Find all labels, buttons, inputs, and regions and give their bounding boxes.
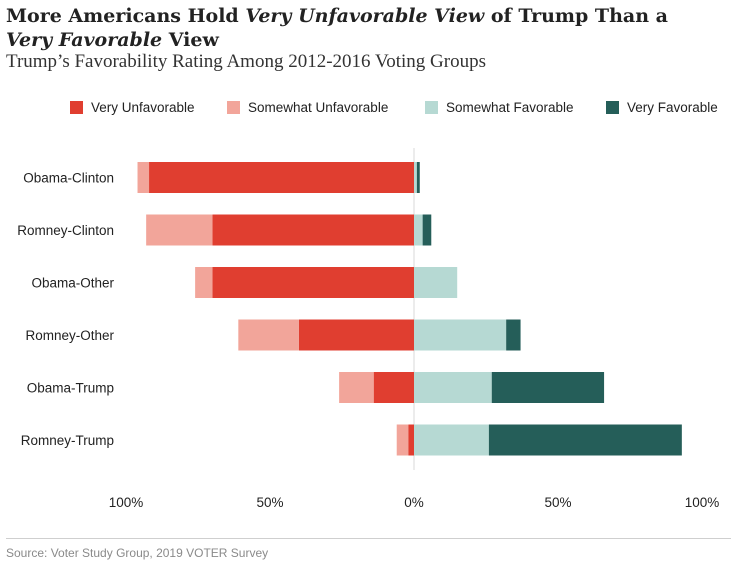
x-tick-label: 0% — [404, 495, 424, 510]
chart-title: More Americans Hold Very Unfavorable Vie… — [6, 4, 706, 52]
legend-item-somewhat-favorable: Somewhat Favorable — [425, 100, 574, 115]
bar-segment — [414, 424, 489, 456]
legend-label: Very Unfavorable — [91, 100, 195, 115]
category-label: Obama-Other — [31, 276, 114, 291]
x-tick-label: 50% — [256, 495, 283, 510]
source-note: Source: Voter Study Group, 2019 VOTER Su… — [6, 546, 269, 560]
title-part: More Americans Hold — [6, 5, 246, 27]
category-label: Romney-Clinton — [17, 223, 114, 238]
legend-label: Somewhat Unfavorable — [248, 100, 389, 115]
bar-segment — [137, 162, 150, 193]
bar-segment — [396, 424, 409, 456]
category-label: Romney-Other — [25, 328, 114, 343]
bar-segment — [238, 319, 299, 351]
legend-item-somewhat-unfavorable: Somewhat Unfavorable — [227, 100, 388, 115]
legend-label: Somewhat Favorable — [446, 100, 574, 115]
x-tick-label: 100% — [685, 495, 720, 510]
footer-divider — [6, 538, 731, 539]
category-label: Obama-Clinton — [23, 171, 114, 186]
bar-segment — [414, 319, 507, 351]
bar-segment — [212, 214, 414, 246]
title-part: View — [162, 29, 219, 51]
bar-segment — [488, 424, 682, 456]
legend-swatch — [70, 101, 83, 114]
legend-label: Very Favorable — [627, 100, 718, 115]
bar-segment — [506, 319, 521, 351]
legend-swatch — [425, 101, 438, 114]
bar-segment — [212, 267, 414, 298]
x-tick-label: 50% — [544, 495, 571, 510]
bar-segment — [414, 267, 458, 298]
chart-legend: Very Unfavorable Somewhat Unfavorable So… — [0, 100, 739, 120]
bar-segment — [408, 424, 414, 456]
bar-segment — [416, 162, 420, 193]
category-label: Obama-Trump — [27, 381, 114, 396]
bar-segment — [414, 162, 417, 193]
bar-segment — [339, 372, 374, 403]
bar-segment — [422, 214, 432, 246]
legend-item-very-favorable: Very Favorable — [606, 100, 718, 115]
legend-swatch — [606, 101, 619, 114]
legend-item-very-unfavorable: Very Unfavorable — [70, 100, 195, 115]
legend-swatch — [227, 101, 240, 114]
bar-segment — [491, 372, 605, 403]
chart-subtitle: Trump’s Favorability Rating Among 2012-2… — [6, 51, 486, 72]
bar-segment — [414, 214, 423, 246]
chart-plot: Obama-Clinton Romney-Clinton Obama-Other Ro… — [17, 148, 720, 510]
x-tick-label: 100% — [109, 495, 144, 510]
title-part: of Trump Than a — [484, 5, 668, 27]
bar-segment — [146, 214, 213, 246]
title-emphasis: Very Unfavorable View — [245, 5, 485, 27]
bar-segment — [149, 162, 415, 193]
bar-segment — [195, 267, 213, 298]
category-label: Romney-Trump — [21, 433, 114, 448]
title-emphasis: Very Favorable — [6, 29, 163, 51]
bar-segment — [373, 372, 414, 403]
bar-segment — [298, 319, 414, 351]
bar-segment — [414, 372, 492, 403]
